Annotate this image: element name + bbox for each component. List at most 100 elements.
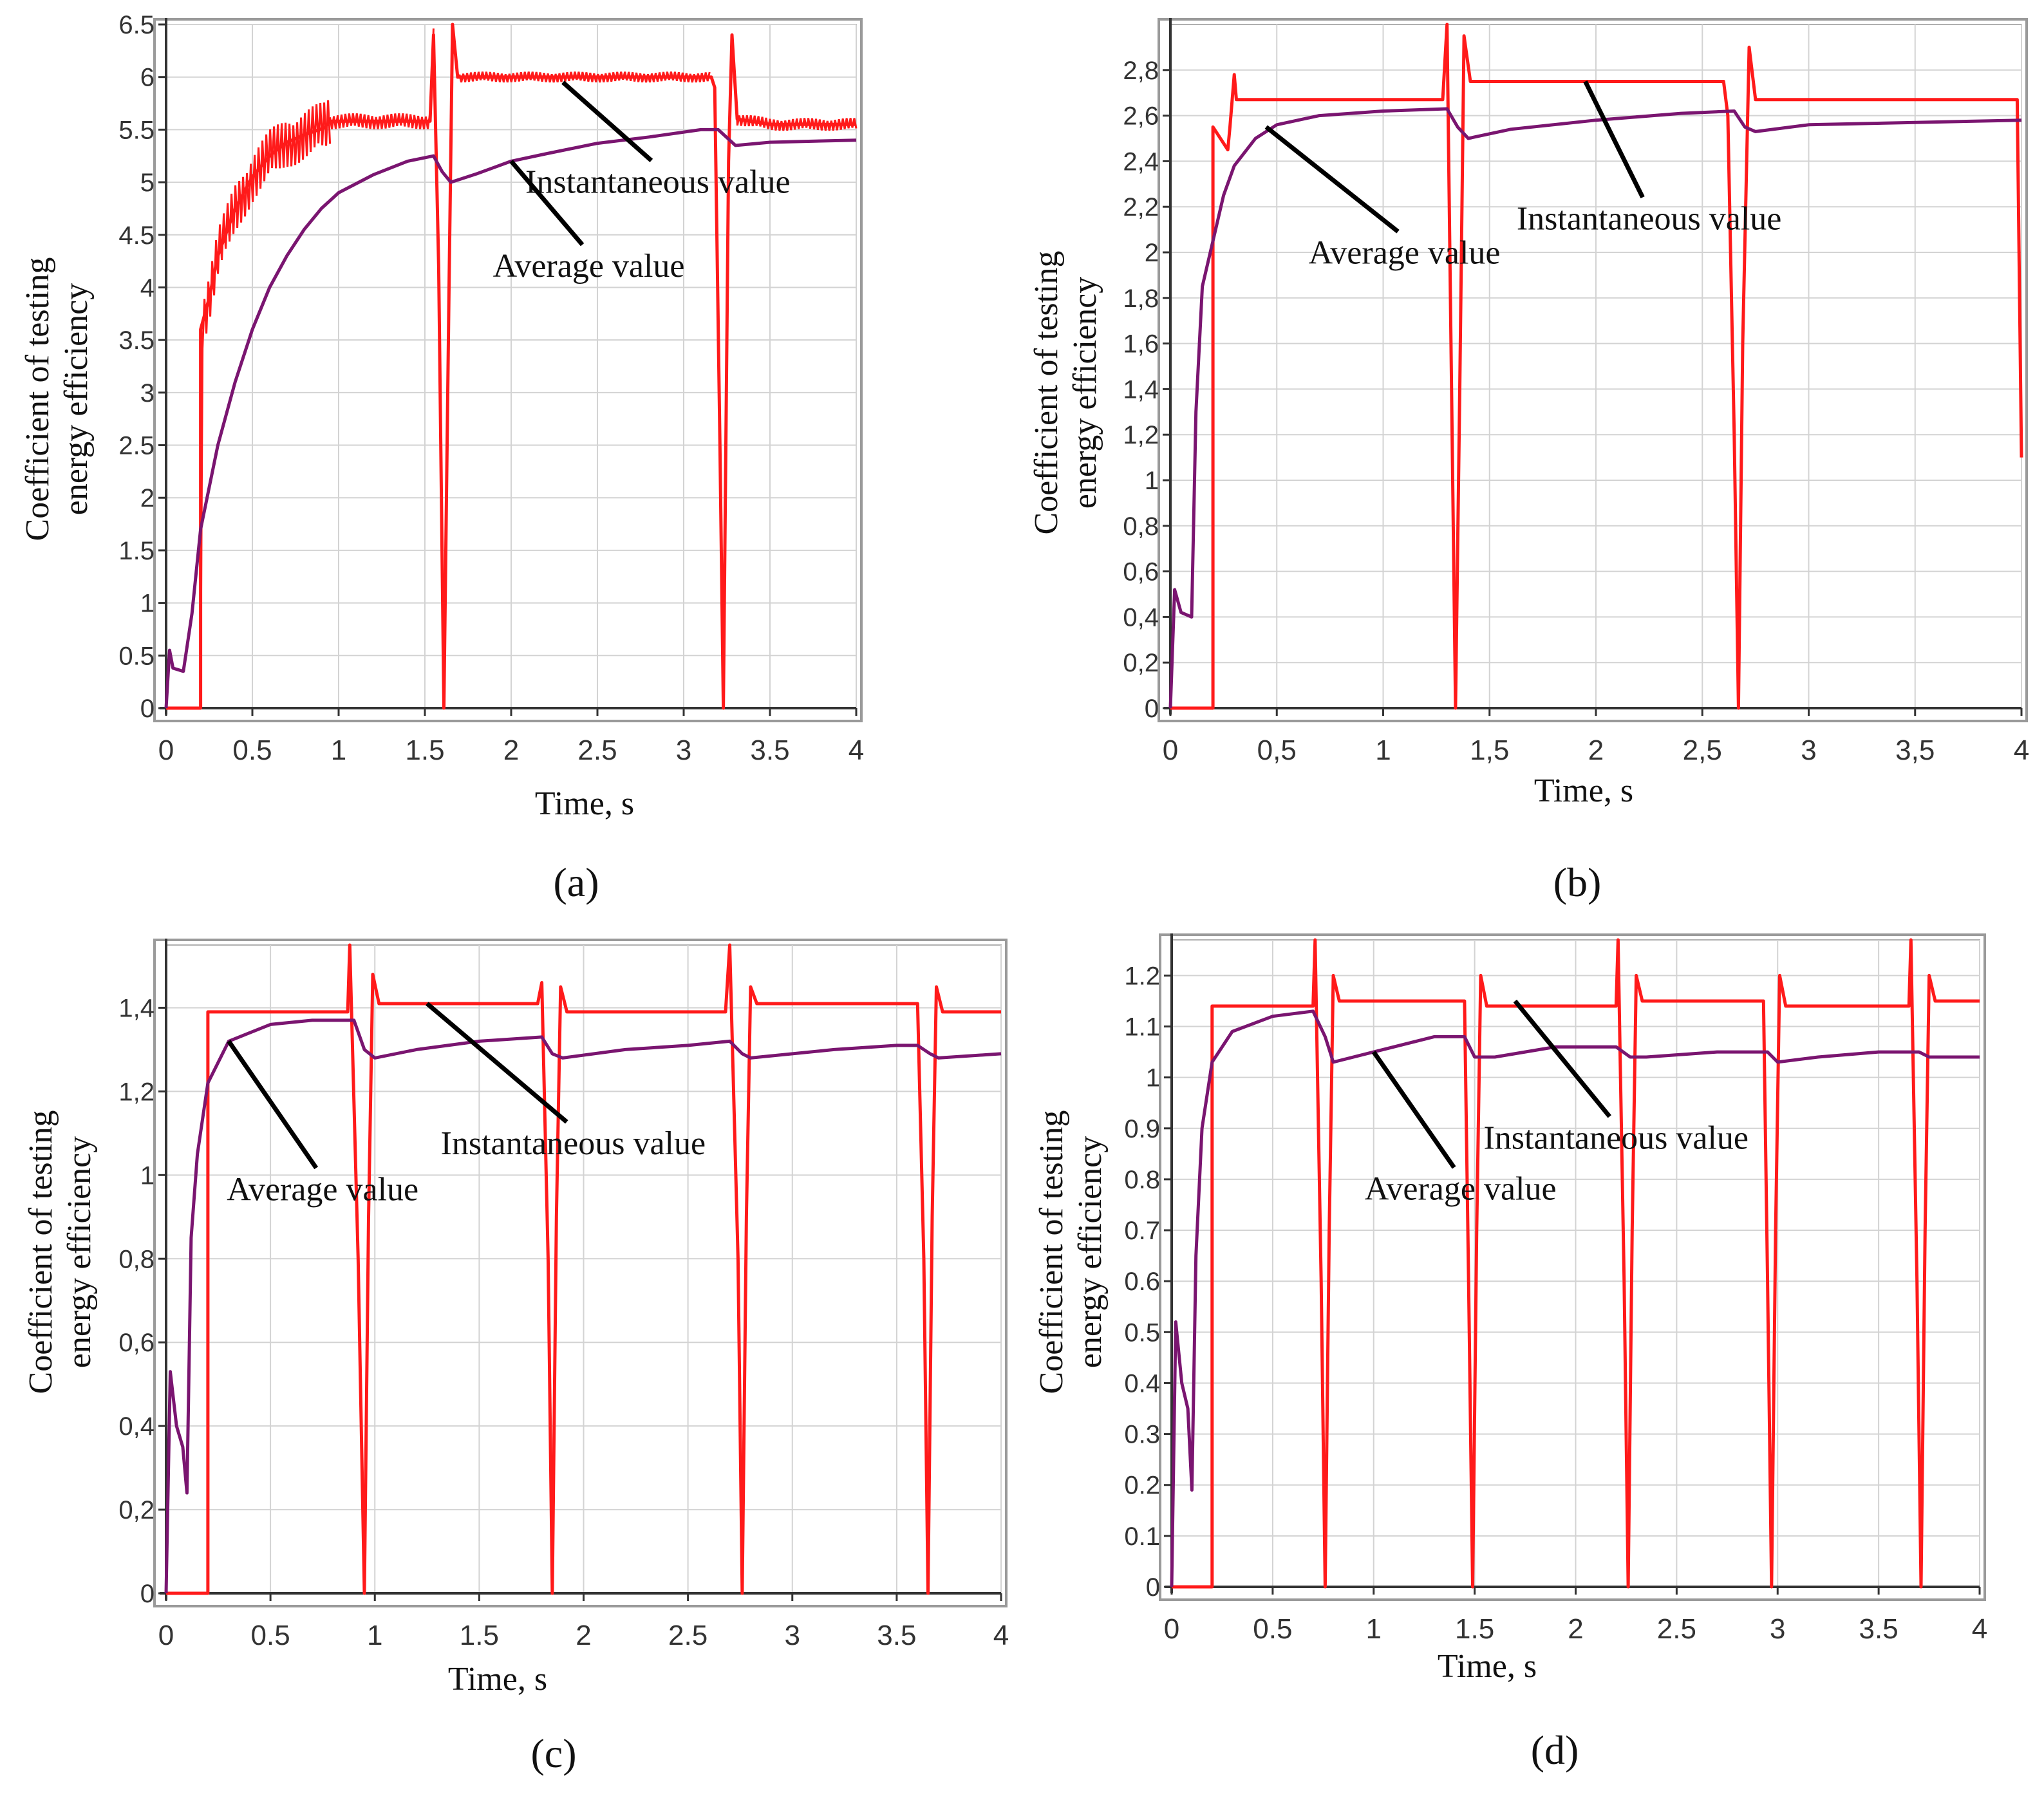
series-line bbox=[1170, 23, 2023, 710]
y-axis-title: Coefficient of testing energy efficiency bbox=[1033, 1110, 1109, 1394]
x-tick-label: 2 bbox=[503, 735, 519, 766]
y-tick-label: 2,2 bbox=[1123, 193, 1159, 221]
annotation-label: Average value bbox=[1365, 1171, 1557, 1208]
y-tick-label: 5.5 bbox=[118, 116, 155, 144]
y-tick-label: 0.2 bbox=[1124, 1472, 1160, 1500]
chart-panel-a: 0 0.5 1 1.5 2 2.5 3 3.5 4 4.5 5 5.5 6 6.5 0 0.5 1 1.5 2 2.5… bbox=[19, 11, 864, 905]
y-tick-label: 1,4 bbox=[118, 994, 155, 1022]
x-tick-label: 0.5 bbox=[251, 1620, 290, 1651]
y-axis-title: Coefficient of testing energy efficiency bbox=[19, 258, 95, 541]
panel-label: (a) bbox=[553, 859, 599, 905]
x-tick-label: 3.5 bbox=[750, 735, 789, 766]
y-tick-label: 6 bbox=[140, 64, 155, 92]
y-tick-label: 0,6 bbox=[118, 1329, 155, 1357]
x-tick-label: 3,5 bbox=[1895, 735, 1935, 766]
y-axis-title-line-1: Coefficient of testing bbox=[23, 1110, 59, 1394]
series-average bbox=[164, 127, 857, 709]
chart-panel-c: 0 0,2 0,4 0,6 0,8 1 1,2 1,4 0 0.5 1 1.5 2 2.5 3 3.5 4 Tim… bbox=[23, 939, 1009, 1776]
x-tick-label: 0.5 bbox=[1253, 1613, 1292, 1645]
x-tick-label: 0 bbox=[158, 1620, 174, 1651]
annotation-label: Instantaneous value bbox=[525, 164, 791, 200]
series-line bbox=[166, 943, 1001, 1595]
x-axis-title: Time, s bbox=[1534, 773, 1633, 809]
series-average bbox=[164, 1018, 1002, 1594]
y-tick-label: 0.6 bbox=[1124, 1268, 1160, 1296]
annotation-leader bbox=[227, 1040, 319, 1170]
x-tick-label: 0 bbox=[158, 735, 174, 766]
x-tick-label: 2 bbox=[1588, 735, 1604, 766]
x-tick-label: 3 bbox=[785, 1620, 800, 1651]
x-axis-title: Time, s bbox=[448, 1661, 547, 1698]
x-tick-label: 1,5 bbox=[1470, 735, 1509, 766]
x-tick-label: 1.5 bbox=[405, 735, 444, 766]
noise-band bbox=[200, 100, 332, 695]
panel-label: (d) bbox=[1531, 1727, 1579, 1773]
series-line bbox=[1172, 938, 1980, 1589]
y-tick-label: 2 bbox=[1145, 239, 1159, 267]
y-tick-label: 1,8 bbox=[1123, 285, 1159, 313]
y-tick-label: 1.5 bbox=[118, 537, 155, 565]
x-tick-label: 1 bbox=[1366, 1613, 1382, 1645]
series-line bbox=[164, 127, 857, 709]
y-tick-label: 0.7 bbox=[1124, 1217, 1160, 1245]
x-axis-title: Time, s bbox=[535, 785, 634, 822]
series-instantaneous bbox=[166, 943, 1001, 1595]
y-tick-label: 0,8 bbox=[118, 1245, 155, 1273]
annotation-label: Instantaneous value bbox=[441, 1125, 706, 1162]
y-tick-label: 2,8 bbox=[1123, 57, 1159, 85]
y-tick-label: 0,2 bbox=[118, 1496, 155, 1524]
annotation: Instantaneous value bbox=[525, 80, 791, 200]
x-tick-label: 3 bbox=[676, 735, 691, 766]
series-line bbox=[166, 23, 856, 710]
y-tick-label: 1.1 bbox=[1124, 1013, 1160, 1042]
chart-panel-d: 0 0.1 0.2 0.3 0.4 0.5 0.6 0.7 0.8 0.9 1 1.1 1.2 0 0.5 1… bbox=[1033, 933, 1987, 1773]
y-tick-label: 0 bbox=[1145, 695, 1159, 723]
annotation: Instantaneous value bbox=[426, 1002, 706, 1162]
y-tick-label: 4 bbox=[140, 274, 155, 302]
panel-label: (b) bbox=[1553, 859, 1602, 905]
series-line bbox=[1170, 1009, 1980, 1587]
y-tick-label: 1 bbox=[140, 590, 155, 618]
x-tick-label: 3.5 bbox=[877, 1620, 916, 1651]
y-tick-label: 0.8 bbox=[1124, 1166, 1160, 1194]
noise-band bbox=[329, 28, 435, 129]
annotation: Average value bbox=[1365, 1051, 1557, 1208]
y-tick-label: 2,6 bbox=[1123, 102, 1159, 131]
annotation-leader bbox=[1513, 999, 1611, 1118]
y-tick-label: 1 bbox=[1146, 1064, 1160, 1092]
y-tick-label: 1.2 bbox=[1124, 962, 1160, 990]
y-axis-title: Coefficient of testing energy efficiency bbox=[23, 1110, 98, 1394]
annotation-label: Instantaneous value bbox=[1483, 1119, 1749, 1156]
annotation: Instantaneous value bbox=[1517, 80, 1781, 238]
annotation: Instantaneous value bbox=[1483, 999, 1749, 1156]
annotation-leader bbox=[509, 160, 585, 247]
chart-panel-b: 0 0,2 0,4 0,6 0,8 1 1,2 1,4 1,6 1,8 2 2,2 2,4 2,6 2,8 0… bbox=[1028, 18, 2029, 905]
x-tick-label: 1 bbox=[367, 1620, 382, 1651]
x-tick-label: 2,5 bbox=[1683, 735, 1722, 766]
x-axis-title: Time, s bbox=[1438, 1648, 1537, 1685]
x-tick-label: 4 bbox=[1972, 1613, 1987, 1645]
y-axis-title: Coefficient of testing energy efficiency bbox=[1028, 251, 1103, 535]
y-tick-label: 0.1 bbox=[1124, 1522, 1160, 1551]
x-tick-label: 0 bbox=[1164, 1613, 1179, 1645]
y-axis-title-line-2: energy efficiency bbox=[58, 283, 95, 515]
y-axis-title-line-2: energy efficiency bbox=[1067, 277, 1103, 509]
y-tick-label: 0 bbox=[140, 695, 155, 723]
series-instantaneous bbox=[166, 23, 858, 710]
series-instantaneous bbox=[1172, 938, 1980, 1589]
y-tick-label: 0 bbox=[140, 1580, 155, 1608]
y-tick-label: 1 bbox=[1145, 467, 1159, 495]
x-tick-label: 1.5 bbox=[460, 1620, 499, 1651]
y-tick-label: 0.5 bbox=[118, 642, 155, 670]
x-tick-label: 2.5 bbox=[668, 1620, 708, 1651]
series-line bbox=[1168, 107, 2022, 709]
x-tick-label: 1 bbox=[1375, 735, 1391, 766]
annotation-leader bbox=[1583, 80, 1645, 199]
y-tick-label: 0.9 bbox=[1124, 1115, 1160, 1143]
x-tick-label: 4 bbox=[993, 1620, 1009, 1651]
y-tick-label: 0.4 bbox=[1124, 1369, 1160, 1398]
y-tick-label: 0 bbox=[1146, 1573, 1160, 1602]
x-tick-label: 2.5 bbox=[1657, 1613, 1696, 1645]
y-tick-label: 1,2 bbox=[118, 1078, 155, 1106]
